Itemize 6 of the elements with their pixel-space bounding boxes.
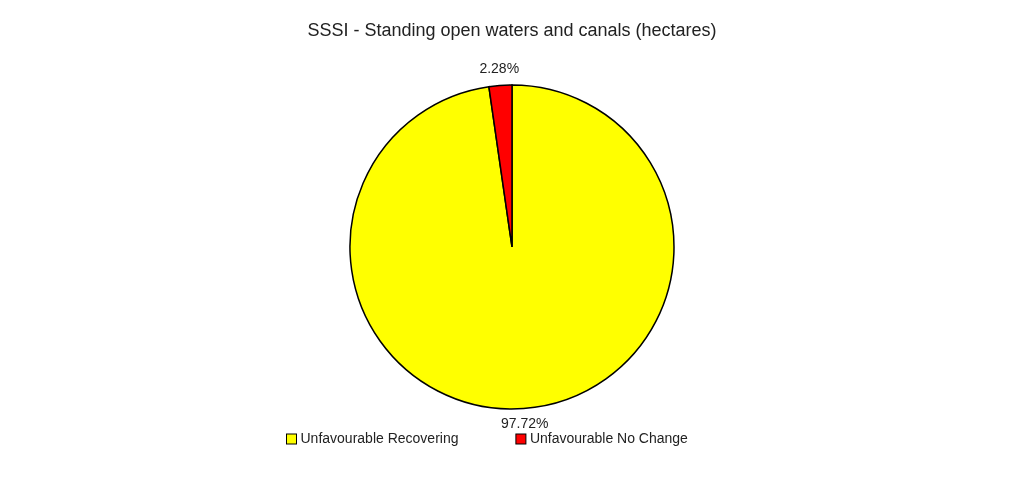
pie-slice [349,84,675,410]
data-label: 97.72% [501,415,549,432]
chart-title: SSSI - Standing open waters and canals (hectares) [307,20,717,40]
data-label: 2.28% [479,60,520,77]
legend-label: Unfavourable Recovering [300,429,459,446]
legend-label: Unfavourable No Change [529,429,689,446]
